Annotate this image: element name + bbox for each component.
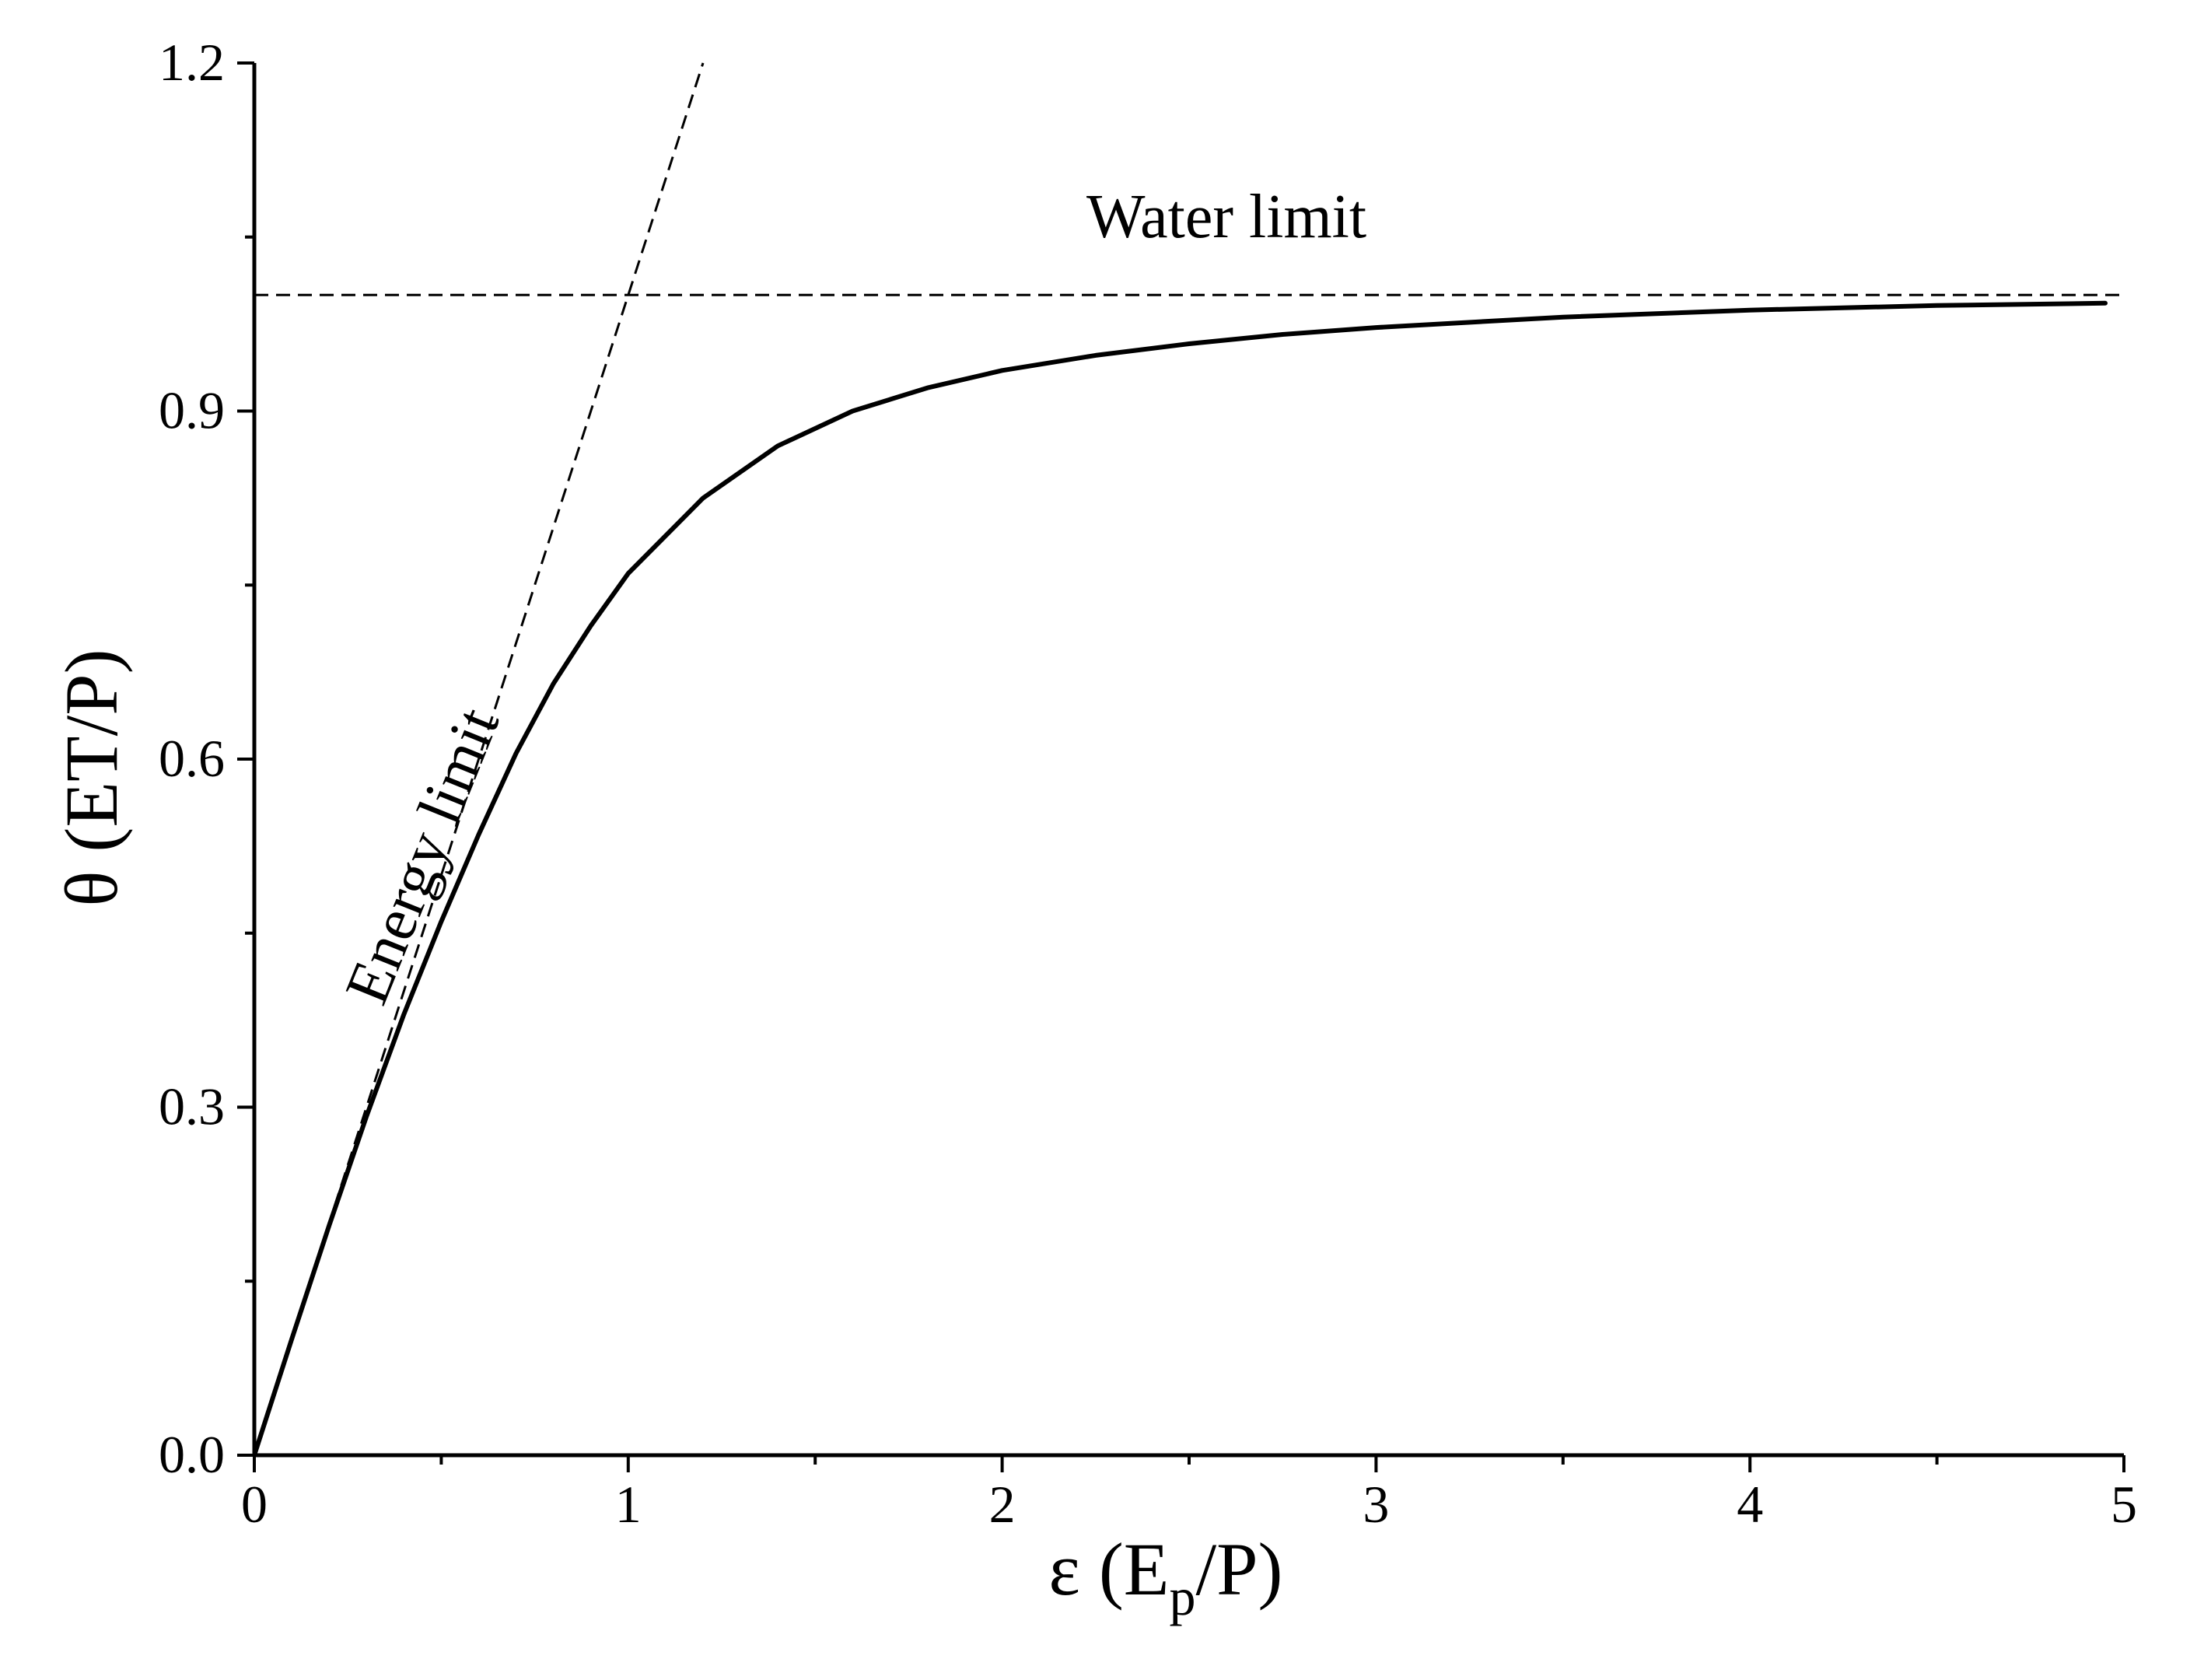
x-tick-label: 0 (241, 1475, 268, 1534)
x-axis-title-close: /P) (1195, 1528, 1282, 1611)
ticks: 0 1 2 3 4 5 0.0 0.3 0.6 0.9 1.2 (159, 33, 2137, 1534)
y-tick-label: 0.6 (159, 729, 225, 788)
x-tick-label: 4 (1737, 1475, 1763, 1534)
y-tick-label: 0.3 (159, 1077, 225, 1136)
y-tick-label: 1.2 (159, 33, 225, 92)
axes (252, 63, 2124, 1458)
x-tick-label: 2 (989, 1475, 1016, 1534)
water-limit-label: Water limit (1086, 183, 1366, 251)
y-tick-label: 0.9 (159, 381, 225, 440)
x-axis-title-open: (E (1080, 1528, 1170, 1611)
x-tick-label: 1 (615, 1475, 642, 1534)
x-tick-label: 5 (2111, 1475, 2137, 1534)
energy-limit-line (253, 62, 705, 1456)
x-tick-label: 3 (1363, 1475, 1389, 1534)
x-axis-title-symbol: ε (1049, 1528, 1080, 1611)
x-axis-title-subscript: p (1169, 1567, 1195, 1626)
y-axis-title: θ (ET/P) (50, 649, 133, 906)
y-tick-label: 0.0 (159, 1425, 225, 1484)
x-axis-title: ε (Ep/P) (1049, 1528, 1283, 1626)
budyko-curve (252, 300, 2108, 1458)
series-layer (252, 62, 2124, 1458)
